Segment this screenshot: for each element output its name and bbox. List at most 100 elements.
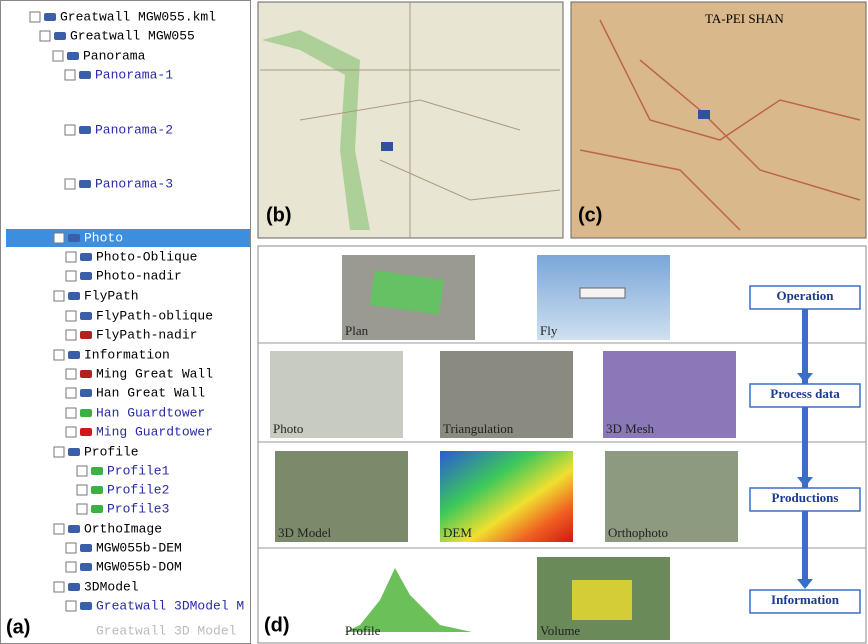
tree-item: Profile3 [107, 501, 169, 516]
checkbox [66, 388, 76, 398]
node-icon [80, 253, 92, 261]
tree-item: Panorama [83, 48, 146, 63]
node-icon [68, 583, 80, 591]
checkbox [66, 408, 76, 418]
node-icon [79, 180, 91, 188]
node-icon [80, 272, 92, 280]
tree-item: Greatwall 3DModel M [96, 598, 244, 613]
image-label: Triangulation [443, 421, 514, 436]
checkbox [54, 291, 64, 301]
image-label: DEM [443, 525, 472, 540]
tree-item: Profile2 [107, 482, 169, 497]
node-icon [80, 370, 92, 378]
node-icon [80, 544, 92, 552]
node-icon [80, 312, 92, 320]
tree-item: OrthoImage [84, 521, 162, 536]
tree-item: Photo [84, 230, 123, 245]
node-icon [91, 486, 103, 494]
node-icon [80, 389, 92, 397]
node-icon [91, 467, 103, 475]
tree-item: Profile [84, 444, 139, 459]
tree-item: Han Great Wall [96, 385, 205, 400]
tree-item: Panorama-2 [95, 122, 173, 137]
selected-row [6, 229, 250, 247]
checkbox [65, 125, 75, 135]
checkbox [65, 179, 75, 189]
checkbox [66, 271, 76, 281]
checkbox [66, 311, 76, 321]
stage-label: Productions [772, 490, 839, 505]
panel-label: (a) [6, 616, 30, 638]
tree-item: Greatwall 3D Model [96, 623, 237, 638]
checkbox [65, 70, 75, 80]
image-label: Orthophoto [608, 525, 668, 540]
node-icon [54, 32, 66, 40]
tree-item: FlyPath-oblique [96, 308, 213, 323]
image-label: Profile [345, 623, 381, 638]
image-label: Plan [345, 323, 369, 338]
node-icon [68, 234, 80, 242]
checkbox [54, 350, 64, 360]
tree-item: 3DModel [84, 579, 139, 594]
tree-item: MGW055b-DOM [96, 559, 182, 574]
checkbox [66, 543, 76, 553]
checkbox [54, 582, 64, 592]
node-icon [68, 351, 80, 359]
stage-label: Process data [770, 386, 840, 401]
checkbox [54, 524, 64, 534]
tree-item: Profile1 [107, 463, 170, 478]
node-icon [91, 505, 103, 513]
node-icon [68, 448, 80, 456]
node-icon [68, 525, 80, 533]
checkbox [66, 601, 76, 611]
stage-label: Information [771, 592, 840, 607]
tree-item: MGW055b-DEM [96, 540, 182, 555]
panel-label: (b) [266, 204, 292, 226]
checkbox [66, 427, 76, 437]
checkbox [54, 233, 64, 243]
panel-label: (c) [578, 204, 602, 226]
image-label: Volume [540, 623, 580, 638]
tree-item: FlyPath-nadir [96, 327, 197, 342]
checkbox [77, 504, 87, 514]
drone [580, 288, 625, 298]
stage-label: Operation [776, 288, 834, 303]
image-label: Photo [273, 421, 303, 436]
checkbox [54, 447, 64, 457]
tree-item: Photo-nadir [96, 268, 182, 283]
checkbox [30, 12, 40, 22]
checkbox [40, 31, 50, 41]
panel-label: (d) [264, 614, 290, 636]
checkbox [77, 466, 87, 476]
volume-block [572, 580, 632, 620]
node-icon [79, 71, 91, 79]
image-label: 3D Mesh [606, 421, 655, 436]
node-icon [80, 563, 92, 571]
checkbox [66, 252, 76, 262]
place-name: TA-PEI SHAN [705, 11, 784, 26]
checkbox [66, 369, 76, 379]
tree-item: Ming Great Wall [96, 366, 213, 381]
tree-item: Information [84, 347, 170, 362]
checkbox [77, 485, 87, 495]
tree-item: Photo-Oblique [96, 249, 197, 264]
node-icon [67, 52, 79, 60]
tree-item: Panorama-1 [95, 67, 173, 82]
node-icon [80, 331, 92, 339]
map-c [571, 2, 866, 238]
checkbox [66, 562, 76, 572]
tree-item: Han Guardtower [96, 405, 205, 420]
tree-item: Greatwall MGW055.kml [60, 9, 216, 24]
node-icon [80, 428, 92, 436]
map-c-marker [698, 110, 710, 119]
node-icon [80, 409, 92, 417]
node-icon [80, 602, 92, 610]
tree-item: Panorama-3 [95, 176, 173, 191]
node-icon [79, 126, 91, 134]
tree-item: Greatwall MGW055 [70, 28, 195, 43]
checkbox [66, 330, 76, 340]
node-icon [68, 292, 80, 300]
checkbox [53, 51, 63, 61]
image-label: Fly [540, 323, 558, 338]
tree-item: Ming Guardtower [96, 424, 213, 439]
